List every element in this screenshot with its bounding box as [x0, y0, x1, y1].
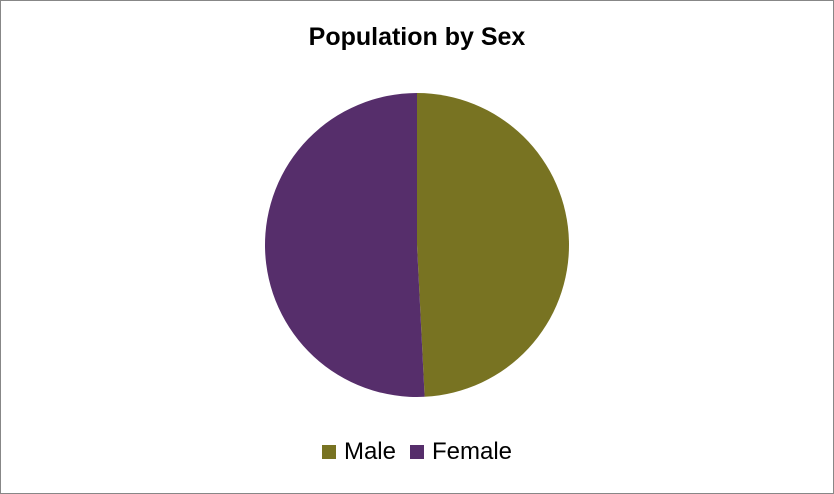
- legend-item-male: Male: [321, 438, 396, 466]
- pie-slices: [264, 93, 569, 398]
- legend: Male Female: [1, 436, 833, 468]
- legend-swatch-female: [410, 445, 424, 459]
- legend-label-male: Male: [343, 438, 396, 465]
- pie-slice-female: [264, 93, 425, 398]
- legend-label-female: Female: [432, 438, 513, 465]
- legend-item-female: Female: [410, 438, 512, 466]
- chart-title: Population by Sex: [308, 23, 526, 51]
- pie-slice-male: [417, 93, 569, 397]
- legend-swatch-male: [321, 445, 336, 459]
